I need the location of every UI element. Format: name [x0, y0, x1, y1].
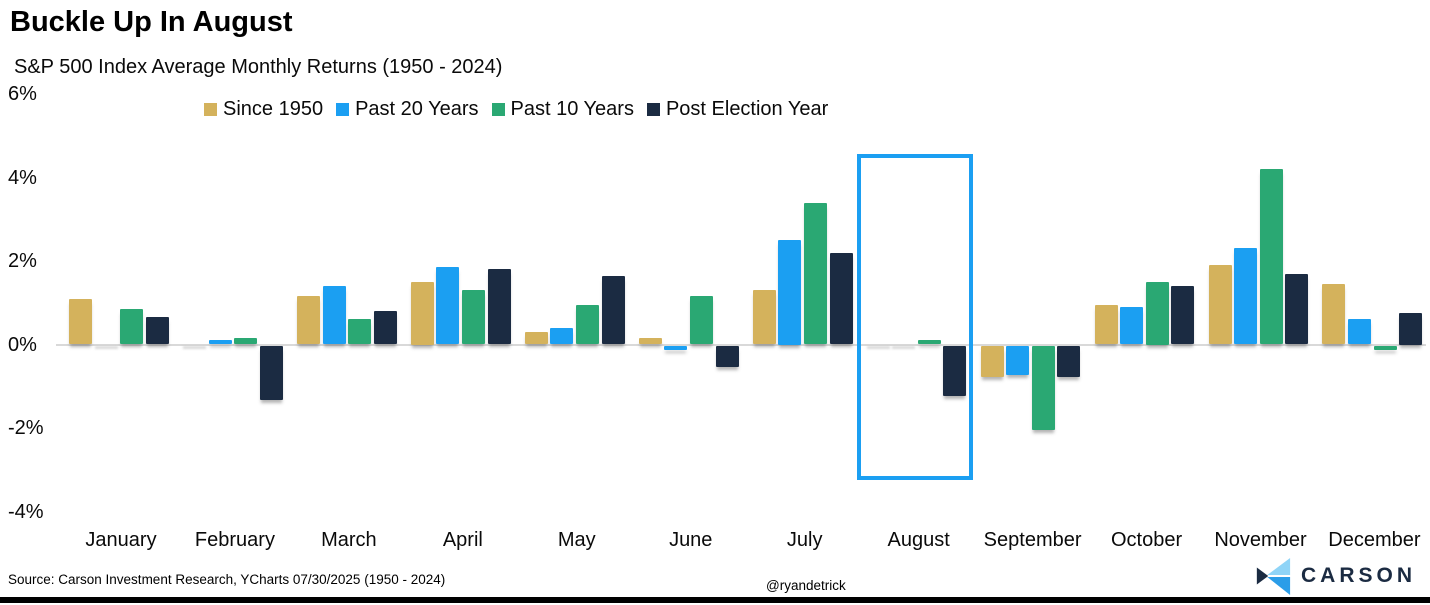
bar-may-since-1950 — [524, 331, 548, 345]
y-axis-label-neg2pct: -2% — [8, 417, 44, 439]
bar-october-post-election-year — [1171, 286, 1195, 345]
y-axis-label-4pct: 4% — [8, 166, 37, 189]
bar-july-past-10-years — [803, 202, 827, 345]
bar-april-past-10-years — [462, 290, 486, 345]
carson-logo-icon — [1254, 554, 1292, 598]
legend-item-past-10-years: Past 10 Years — [491, 98, 634, 121]
bar-september-past-10-years — [1031, 346, 1055, 430]
y-axis-label-0pct: 0% — [8, 333, 37, 356]
bar-september-post-election-year — [1057, 346, 1081, 378]
bar-june-past-20-years — [664, 346, 688, 351]
legend-swatch-past-20-years — [336, 103, 350, 116]
bar-july-past-20-years — [778, 240, 802, 345]
x-axis-label-february: February — [194, 529, 275, 551]
bar-october-past-10-years — [1145, 281, 1169, 345]
legend-label: Past 10 Years — [510, 98, 634, 120]
august-highlight-box — [857, 154, 974, 480]
x-axis-label-january: January — [85, 529, 157, 551]
x-axis-label-august: August — [887, 529, 950, 551]
bar-january-post-election-year — [145, 317, 169, 345]
author-handle: @ryandetrick — [766, 578, 846, 593]
bar-december-since-1950 — [1322, 283, 1346, 345]
bar-december-post-election-year — [1399, 313, 1423, 345]
bar-may-past-20-years — [550, 327, 574, 345]
chart-subtitle: S&P 500 Index Average Monthly Returns (1… — [14, 56, 503, 78]
bar-june-since-1950 — [638, 338, 662, 345]
bar-november-post-election-year — [1285, 273, 1309, 345]
bar-september-since-1950 — [980, 346, 1004, 378]
y-axis-label-6pct: 6% — [8, 83, 37, 105]
bar-april-since-1950 — [410, 281, 434, 345]
bar-april-past-20-years — [436, 267, 460, 345]
x-axis-label-march: March — [321, 529, 377, 551]
bar-march-past-20-years — [322, 286, 346, 345]
bar-january-past-20-years — [94, 345, 118, 349]
bar-february-past-10-years — [234, 338, 258, 345]
legend-label: Post Election Year — [665, 98, 829, 120]
carson-logo-text: CARSON — [1300, 564, 1416, 587]
bar-march-since-1950 — [296, 296, 320, 345]
bar-august-post-election-year — [943, 346, 967, 397]
bar-march-post-election-year — [373, 311, 397, 345]
bar-november-past-20-years — [1234, 248, 1258, 345]
bar-october-since-1950 — [1094, 304, 1118, 345]
bar-january-since-1950 — [69, 298, 92, 345]
x-axis-label-july: July — [786, 529, 823, 551]
zero-baseline — [56, 343, 1426, 346]
bar-june-past-10-years — [689, 296, 713, 345]
bar-august-past-20-years — [892, 345, 916, 349]
bar-march-past-10-years — [348, 319, 372, 345]
bar-november-past-10-years — [1259, 169, 1283, 345]
bar-may-post-election-year — [601, 275, 625, 345]
legend-swatch-past-10-years — [491, 103, 505, 116]
bar-july-since-1950 — [752, 290, 776, 345]
x-axis-label-november: November — [1214, 529, 1307, 551]
bar-february-since-1950 — [182, 345, 206, 349]
bar-december-past-10-years — [1373, 346, 1397, 351]
bar-february-past-20-years — [208, 340, 232, 345]
bar-september-past-20-years — [1006, 346, 1030, 376]
bar-april-post-election-year — [487, 269, 511, 345]
legend-swatch-since-1950 — [204, 103, 217, 116]
bar-february-post-election-year — [259, 346, 283, 401]
x-axis-label-june: June — [669, 529, 713, 551]
legend-label: Since 1950 — [223, 98, 324, 120]
legend-label: Past 20 Years — [355, 98, 479, 120]
x-axis-label-september: September — [983, 529, 1082, 551]
source-note: Source: Carson Investment Research, YCha… — [8, 572, 446, 587]
bar-january-past-10-years — [120, 309, 144, 345]
chart-legend: Since 1950 Past 20 Years Past 10 Years Post… — [204, 98, 828, 121]
x-axis-label-october: October — [1110, 529, 1183, 551]
bar-august-past-10-years — [917, 340, 941, 345]
y-axis-label-neg4pct: -4% — [8, 500, 44, 523]
bar-october-past-20-years — [1120, 306, 1144, 345]
chart-title: Buckle Up In August — [10, 6, 293, 38]
bar-july-post-election-year — [829, 252, 853, 345]
legend-item-post-election-year: Post Election Year — [646, 98, 829, 121]
x-axis-label-december: December — [1328, 529, 1421, 551]
bar-november-since-1950 — [1208, 265, 1232, 345]
bar-august-since-1950 — [866, 345, 890, 349]
legend-item-since-1950: Since 1950 — [204, 98, 323, 121]
carson-logo: CARSON — [1254, 554, 1416, 598]
y-axis-label-2pct: 2% — [8, 250, 37, 272]
x-axis-label-may: May — [557, 529, 596, 551]
bar-june-post-election-year — [715, 346, 739, 367]
bar-december-past-20-years — [1348, 319, 1372, 345]
bottom-divider-bar — [0, 597, 1430, 603]
x-axis-label-april: April — [442, 529, 483, 551]
legend-item-past-20-years: Past 20 Years — [336, 98, 479, 121]
bar-may-past-10-years — [576, 304, 599, 345]
legend-swatch-post-election-year — [646, 103, 660, 116]
